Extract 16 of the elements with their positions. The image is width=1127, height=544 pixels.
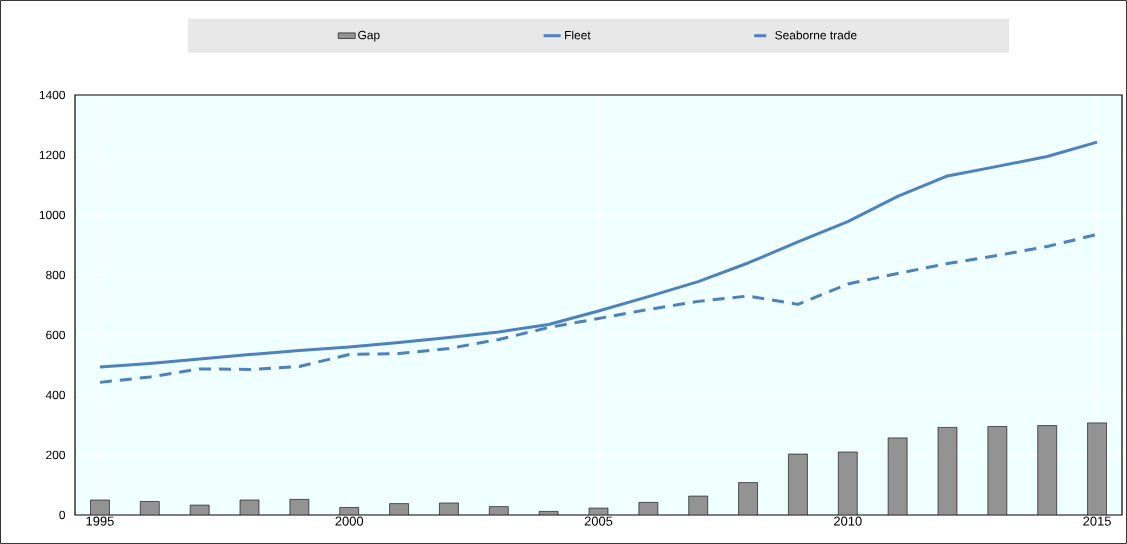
- y-tick-label: 200: [46, 450, 66, 460]
- x-tick-label: 1995: [86, 516, 114, 526]
- y-tick-label: 0: [59, 510, 66, 520]
- y-tick-label: 1000: [39, 210, 66, 220]
- y-tick-label: 1400: [39, 90, 66, 100]
- y-tick-label: 400: [45, 390, 66, 400]
- x-tick-label: 2000: [335, 516, 364, 526]
- x-tick-label: 2010: [834, 516, 862, 526]
- y-tick-label: 1200: [39, 150, 66, 160]
- legend-label: Seaborne trade: [775, 30, 857, 40]
- legend-label: Gap: [358, 30, 380, 42]
- y-tick-label: 600: [46, 330, 66, 340]
- legend-label: Fleet: [565, 30, 591, 40]
- x-tick-label: 2015: [1083, 516, 1111, 526]
- x-tick-label: 2005: [584, 516, 613, 526]
- y-tick-label: 800: [46, 270, 66, 280]
